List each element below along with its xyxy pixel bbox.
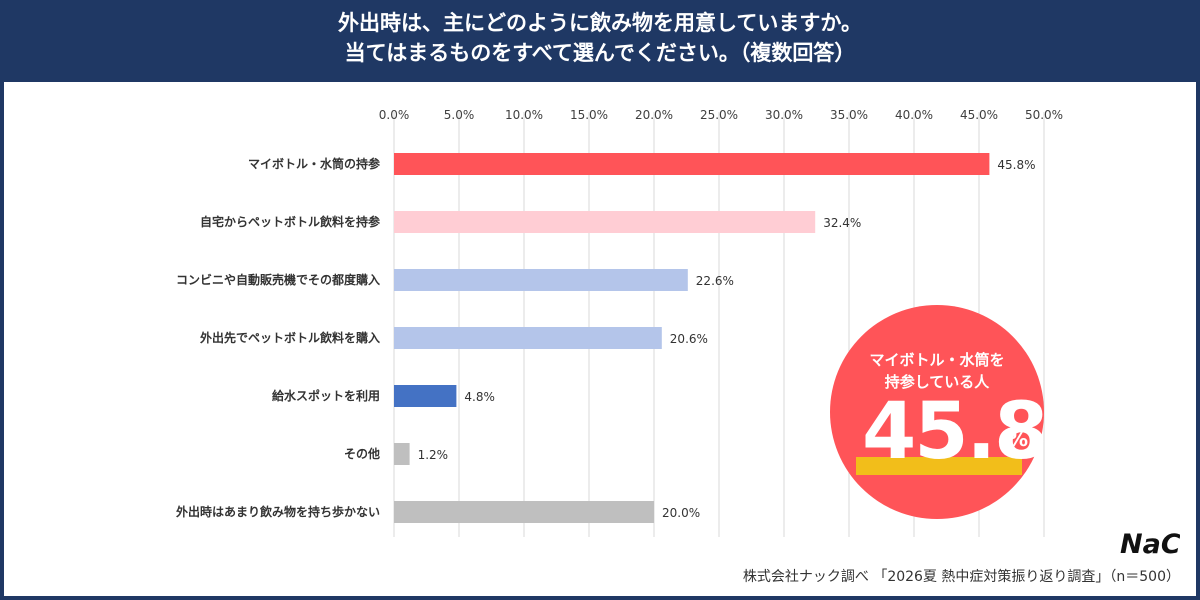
header: 外出時は、主にどのように飲み物を用意していますか。 当てはまるものをすべて選んで… bbox=[0, 0, 1200, 82]
highlight-underline bbox=[856, 457, 1022, 475]
bar-chart: 0.0% 5.0% 10.0% 15.0% 20.0% 25.0% 30.0% 35.0% 40… bbox=[176, 108, 1063, 537]
value-label: 20.6% bbox=[670, 332, 708, 346]
title-line-1: 外出時は、主にどのように飲み物を用意していますか。 bbox=[338, 11, 862, 35]
source-note: 株式会社ナック調べ 「2026夏 熱中症対策振り返り調査」（n＝500） bbox=[742, 569, 1180, 585]
x-tick-label: 30.0% bbox=[765, 108, 803, 122]
bar bbox=[394, 501, 654, 523]
category-label: その他 bbox=[344, 446, 380, 461]
highlight-unit: % bbox=[1008, 427, 1029, 451]
bar bbox=[394, 153, 990, 175]
x-tick-label: 20.0% bbox=[635, 108, 673, 122]
highlight-value: 45.8 bbox=[862, 387, 1048, 477]
nac-logo: NaC bbox=[1120, 529, 1180, 560]
x-tick-label: 45.0% bbox=[960, 108, 998, 122]
value-label: 1.2% bbox=[418, 448, 449, 462]
x-tick-label: 25.0% bbox=[700, 108, 738, 122]
bar bbox=[394, 443, 410, 465]
bar bbox=[394, 385, 457, 407]
x-tick-label: 15.0% bbox=[570, 108, 608, 122]
x-tick-label: 40.0% bbox=[895, 108, 933, 122]
category-label: コンビニや自動販売機でその都度購入 bbox=[176, 272, 380, 287]
value-label: 4.8% bbox=[464, 390, 495, 404]
highlight-line-2: 持参している人 bbox=[884, 373, 990, 391]
bar bbox=[394, 211, 816, 233]
x-tick-label: 50.0% bbox=[1025, 108, 1063, 122]
x-tick-label: 35.0% bbox=[830, 108, 868, 122]
value-label: 22.6% bbox=[696, 274, 734, 288]
value-label: 32.4% bbox=[823, 216, 861, 230]
x-tick-label: 0.0% bbox=[379, 108, 410, 122]
logo-text: NaC bbox=[1120, 529, 1180, 560]
category-label: 給水スポットを利用 bbox=[272, 388, 380, 403]
x-tick-label: 5.0% bbox=[444, 108, 475, 122]
category-label: 自宅からペットボトル飲料を持参 bbox=[200, 214, 381, 229]
highlight-line-1: マイボトル・水筒を bbox=[869, 351, 1005, 369]
category-label: マイボトル・水筒の持参 bbox=[248, 156, 381, 171]
value-label: 45.8% bbox=[997, 158, 1035, 172]
value-label: 20.0% bbox=[662, 506, 700, 520]
category-label: 外出時はあまり飲み物を持ち歩かない bbox=[176, 504, 380, 519]
category-label: 外出先でペットボトル飲料を購入 bbox=[200, 330, 380, 345]
bar bbox=[394, 327, 662, 349]
x-tick-label: 10.0% bbox=[505, 108, 543, 122]
title-line-2: 当てはまるものをすべて選んでください。（複数回答） bbox=[344, 41, 856, 65]
chart-panel: 0.0% 5.0% 10.0% 15.0% 20.0% 25.0% 30.0% 35.0% 40… bbox=[4, 82, 1196, 596]
bar bbox=[394, 269, 688, 291]
highlight-badge: マイボトル・水筒を 持参している人 45.8 % bbox=[830, 305, 1048, 519]
